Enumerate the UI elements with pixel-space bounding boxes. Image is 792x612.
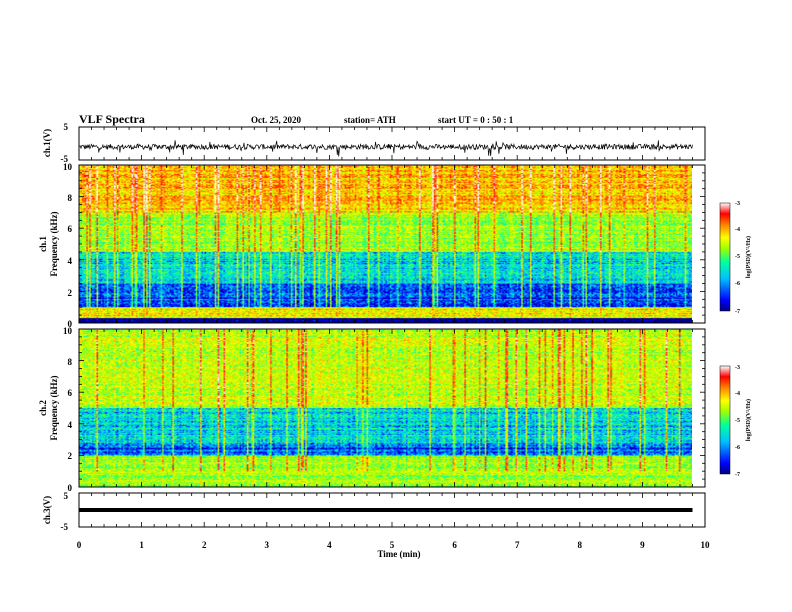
xtick-10: 10	[701, 540, 711, 550]
cb1-tick-m4: -4	[735, 227, 740, 233]
cb2-tick-m3: -3	[735, 365, 740, 371]
xtick-2: 2	[202, 540, 207, 550]
spec2-ylabel: Frequency (kHz)	[49, 375, 59, 440]
ch3-waveform-ylabel: ch.3(V)	[42, 496, 52, 524]
xtick-3: 3	[265, 540, 270, 550]
ch1-waveform-panel: 5 -5 ch.1(V)	[42, 122, 706, 164]
spec2-ytick-10: 10	[63, 326, 73, 336]
ch2-spectrogram-panel: 0 2 4 6 8 10 ch.2 Frequency (kHz)	[38, 326, 706, 493]
xtick-4: 4	[327, 540, 332, 550]
xtick-5: 5	[390, 540, 395, 550]
spec1-channel-label: ch.1	[38, 236, 48, 252]
cb2-label: log(PSD)(V²/Hz)	[745, 399, 752, 441]
spec2-ytick-0: 0	[68, 483, 73, 493]
xtick-0: 0	[77, 540, 82, 550]
ch2-spectrogram-image	[79, 329, 692, 487]
spec2-ytick-6: 6	[68, 388, 73, 398]
ch3-ytick-top: 5	[64, 491, 69, 501]
ch1-spectrogram-panel: 0 2 4 6 8 10 ch.1 Frequency (kHz)	[38, 162, 706, 329]
ch2-colorbar-gradient	[719, 365, 731, 475]
ch3-ytick-bottom: -5	[61, 522, 69, 532]
cb2-tick-m4: -4	[735, 391, 740, 397]
spec1-ytick-0: 0	[68, 319, 73, 329]
date-label: Oct. 25, 2020	[251, 115, 301, 125]
ch1-ytick-bottom: -5	[61, 154, 69, 164]
cb2-tick-m6: -6	[735, 445, 740, 451]
spec2-ytick-4: 4	[68, 420, 73, 430]
ch1-waveform-ylabel: ch.1(V)	[42, 129, 52, 157]
start-time-label: start UT = 0 : 50 : 1	[438, 115, 514, 125]
xtick-6: 6	[452, 540, 457, 550]
ch3-waveform-panel: 5 -5 ch.3(V)	[42, 491, 706, 532]
ch1-waveform-trace	[78, 140, 693, 157]
spec1-ytick-6: 6	[68, 224, 73, 234]
spec2-ytick-8: 8	[68, 357, 73, 367]
ch1-ytick-top: 5	[64, 122, 69, 132]
station-label: station= ATH	[344, 115, 396, 125]
xtick-7: 7	[515, 540, 520, 550]
spec1-ylabel: Frequency (kHz)	[49, 211, 59, 276]
spec1-ytick-8: 8	[68, 193, 73, 203]
spec1-ytick-4: 4	[68, 256, 73, 266]
xtick-8: 8	[578, 540, 583, 550]
cb1-tick-m7: -7	[735, 309, 740, 315]
ch1-spectrogram-image	[79, 165, 692, 323]
x-axis-label: Time (min)	[377, 549, 420, 559]
cb1-tick-m5: -5	[735, 254, 740, 260]
ch2-colorbar: -3 -4 -5 -6 -7 log(PSD)(V²/Hz)	[719, 365, 752, 478]
x-axis-ticks	[78, 127, 706, 527]
xtick-9: 9	[640, 540, 645, 550]
x-axis-tick-labels: 0 1 2 3 4 5 6 7 8 9 10	[77, 540, 710, 550]
spec1-ytick-2: 2	[68, 288, 73, 298]
spec2-channel-label: ch.2	[38, 400, 48, 416]
cb1-tick-m6: -6	[735, 281, 740, 287]
xtick-1: 1	[139, 540, 144, 550]
cb1-tick-m3: -3	[735, 201, 740, 207]
spec1-ytick-10: 10	[63, 162, 73, 172]
cb2-tick-m5: -5	[735, 418, 740, 424]
cb2-tick-m7: -7	[735, 472, 740, 478]
ch1-colorbar-gradient	[719, 202, 731, 312]
spec2-ytick-2: 2	[68, 451, 73, 461]
figure-title: VLF Spectra	[79, 112, 145, 126]
ch1-colorbar: -3 -4 -5 -6 -7 log(PSD)(V²/Hz)	[719, 201, 752, 315]
cb1-label: log(PSD)(V²/Hz)	[745, 236, 752, 278]
